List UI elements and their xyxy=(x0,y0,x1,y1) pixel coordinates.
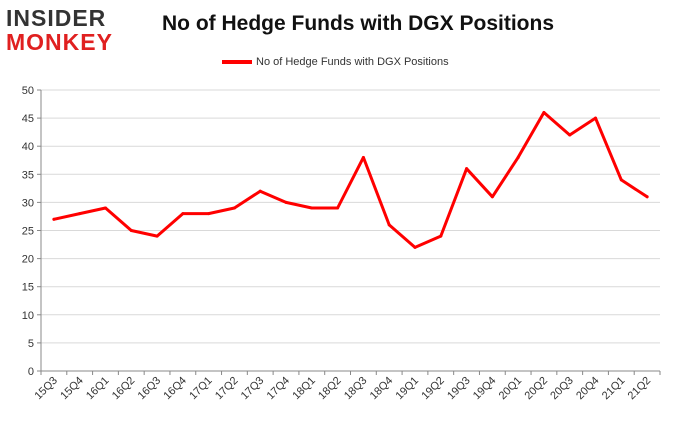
data-point xyxy=(361,155,365,159)
x-tick-label: 16Q3 xyxy=(136,375,164,403)
x-tick-label: 15Q4 xyxy=(58,375,86,403)
y-tick-label: 30 xyxy=(22,197,34,209)
x-tick-label: 19Q3 xyxy=(445,375,473,403)
x-tick-label: 19Q2 xyxy=(419,375,447,403)
data-point xyxy=(155,234,159,238)
y-tick-label: 0 xyxy=(28,366,34,378)
x-tick-label: 15Q3 xyxy=(32,375,60,403)
data-point xyxy=(181,212,185,216)
insider-monkey-logo: INSIDER MONKEY xyxy=(6,6,128,56)
logo-line-1: INSIDER xyxy=(6,5,107,31)
legend-swatch xyxy=(222,60,252,64)
data-point xyxy=(78,212,82,216)
y-tick-label: 40 xyxy=(22,141,34,153)
data-point xyxy=(52,217,56,221)
x-tick-label: 17Q2 xyxy=(213,375,241,403)
x-tick-label: 16Q4 xyxy=(161,375,189,403)
x-tick-label: 19Q4 xyxy=(471,375,499,403)
x-tick-label: 20Q3 xyxy=(548,375,576,403)
series-layer xyxy=(52,110,649,249)
legend-label: No of Hedge Funds with DGX Positions xyxy=(256,56,449,68)
data-point xyxy=(490,195,494,199)
x-tick-label: 16Q2 xyxy=(110,375,138,403)
y-tick-label: 35 xyxy=(22,169,34,181)
y-tick-label: 50 xyxy=(22,85,34,97)
series-line xyxy=(52,111,649,249)
data-point xyxy=(645,195,649,199)
data-point xyxy=(413,245,417,249)
x-tick-label: 17Q3 xyxy=(239,375,267,403)
data-point xyxy=(232,206,236,210)
x-tick-label: 19Q1 xyxy=(394,375,422,403)
data-point xyxy=(619,178,623,182)
x-tick-label: 20Q4 xyxy=(574,375,602,403)
data-point xyxy=(439,234,443,238)
chart-title: No of Hedge Funds with DGX Positions xyxy=(162,12,554,35)
x-tick-label: 16Q1 xyxy=(84,375,112,403)
data-point xyxy=(284,200,288,204)
x-tick-label: 21Q2 xyxy=(626,375,654,403)
y-tick-label: 10 xyxy=(22,310,34,322)
x-tick-label: 18Q3 xyxy=(342,375,370,403)
x-tick-label: 17Q1 xyxy=(187,375,215,403)
x-tick-label: 20Q1 xyxy=(497,375,525,403)
data-point xyxy=(387,223,391,227)
x-tick-label: 18Q2 xyxy=(316,375,344,403)
x-tick-label: 18Q1 xyxy=(290,375,318,403)
data-point xyxy=(465,167,469,171)
x-tick-label: 21Q1 xyxy=(600,375,628,403)
x-tick-label: 20Q2 xyxy=(523,375,551,403)
data-point xyxy=(336,206,340,210)
y-tick-label: 5 xyxy=(28,338,34,350)
data-point xyxy=(542,110,546,114)
data-point xyxy=(310,206,314,210)
data-point xyxy=(207,212,211,216)
y-tick-label: 45 xyxy=(22,113,34,125)
data-point xyxy=(568,133,572,137)
data-point xyxy=(129,229,133,232)
y-tick-label: 20 xyxy=(22,254,34,266)
axes xyxy=(37,89,661,375)
data-point xyxy=(103,206,107,210)
y-tick-labels: 0 5 10 15 20 25 30 35 40 45 50 xyxy=(22,85,34,378)
x-tick-label: 17Q4 xyxy=(265,375,293,403)
data-point xyxy=(258,189,262,193)
logo-line-2: MONKEY xyxy=(6,29,113,55)
y-tick-label: 15 xyxy=(22,282,34,294)
data-point xyxy=(594,116,598,120)
data-point xyxy=(516,155,520,159)
x-tick-labels: 15Q315Q416Q116Q216Q316Q417Q117Q217Q317Q4… xyxy=(32,375,653,403)
x-tick-label: 18Q4 xyxy=(368,375,396,403)
y-tick-label: 25 xyxy=(22,226,34,238)
